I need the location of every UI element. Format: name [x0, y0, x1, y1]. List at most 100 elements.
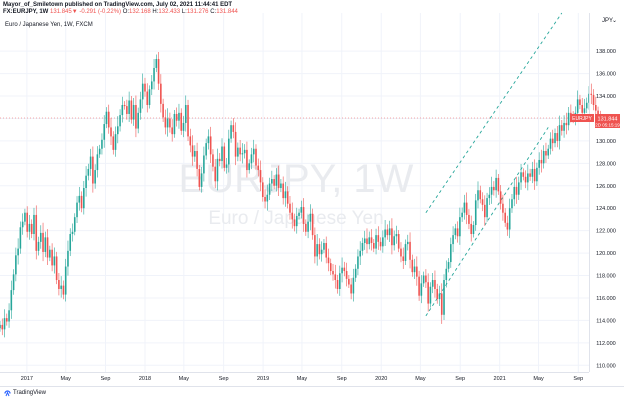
candle [352, 268, 355, 302]
candle [39, 225, 42, 249]
candle-body [370, 237, 373, 243]
candle-body [250, 154, 253, 164]
candle [307, 214, 309, 239]
candle-body [291, 212, 294, 220]
candle [502, 194, 504, 221]
candle [191, 135, 194, 166]
candle [341, 257, 343, 283]
candle [361, 237, 364, 256]
candle-body [323, 242, 325, 250]
candle [58, 272, 60, 296]
candle-body [128, 100, 130, 114]
price-tick-label: 134.000 [596, 94, 616, 100]
candle [28, 214, 31, 240]
candle [425, 269, 427, 289]
candle-body [103, 124, 106, 140]
candle [173, 110, 176, 138]
candle-body [418, 276, 420, 296]
candle-body [316, 244, 318, 257]
candle [277, 165, 280, 197]
candle [289, 196, 291, 220]
currency-chevron-icon[interactable]: ⌄ [612, 18, 617, 24]
candle [554, 128, 556, 148]
candle [493, 181, 495, 196]
candle [80, 191, 83, 213]
candle [218, 153, 221, 167]
candle-body [334, 274, 337, 281]
candle-body [89, 156, 92, 169]
candle [137, 107, 139, 134]
candle [275, 168, 278, 192]
high-label: H: [152, 9, 159, 15]
price-tick-label: 118.000 [596, 274, 615, 280]
candle [89, 148, 92, 176]
candle [259, 160, 262, 191]
currency-label: JPY [602, 18, 613, 24]
candles [0, 51, 602, 338]
candle-body [436, 288, 439, 300]
candle [114, 126, 117, 157]
candle-body [375, 235, 377, 249]
candle-body [533, 168, 536, 182]
candle [51, 243, 53, 272]
candle [239, 139, 241, 162]
candle-body [171, 127, 173, 135]
candle [377, 226, 380, 250]
candle [418, 270, 420, 301]
candle-body [454, 228, 457, 236]
time-tick-label: May [533, 376, 544, 382]
candle-body [194, 150, 196, 157]
candle-body [189, 136, 192, 146]
price-axis[interactable]: 110.000 112.000 114.000 116.000 118.000 120.0… [596, 49, 616, 369]
candle-body [357, 256, 359, 269]
candle [24, 208, 26, 226]
candle-body [30, 223, 33, 235]
candle-body [529, 173, 531, 177]
candle-body [137, 112, 139, 129]
candle-body [597, 110, 599, 118]
candle [416, 256, 418, 286]
candle [171, 119, 173, 142]
candle [447, 258, 450, 273]
candle-body [379, 241, 382, 247]
candle [107, 104, 110, 134]
candle-body [17, 248, 19, 256]
candle-body [107, 111, 110, 128]
candle-body [366, 238, 368, 245]
candle-body [590, 93, 593, 95]
candle [5, 313, 8, 326]
low-value: 131.276 [186, 9, 209, 15]
candle-body [427, 282, 429, 304]
candle-body [0, 324, 1, 329]
candle [456, 221, 459, 243]
candle [495, 169, 497, 198]
candle-body [44, 237, 47, 252]
candle [132, 97, 135, 126]
candle [76, 196, 78, 223]
candle-body [132, 104, 135, 120]
candle-body [545, 150, 547, 156]
candle-body [470, 223, 472, 235]
candle-body [452, 235, 454, 245]
candle [121, 96, 124, 123]
candle-body [123, 104, 126, 107]
candle-body [490, 186, 493, 195]
candle [282, 176, 284, 205]
candle [350, 278, 352, 300]
candle [264, 189, 266, 209]
candle-body [284, 191, 287, 199]
candle [452, 226, 454, 253]
price-axis-tag: 131.844 2D 05:15:19 [595, 114, 620, 128]
candle-body [354, 268, 357, 278]
symbol-price-tag: EURJPY [570, 114, 594, 122]
candle [320, 241, 323, 262]
candle [241, 143, 244, 164]
close-value: 131.844 [216, 9, 238, 15]
candle [522, 168, 525, 181]
time-axis[interactable]: 2017 May Sep 2018 May Sep 2019 May Sep 2020 May Sep… [21, 376, 583, 382]
symbol-label: FX:EURJPY, 1W [3, 9, 49, 15]
candle [558, 115, 561, 150]
candle-body [522, 172, 525, 177]
candle-body [461, 212, 463, 218]
